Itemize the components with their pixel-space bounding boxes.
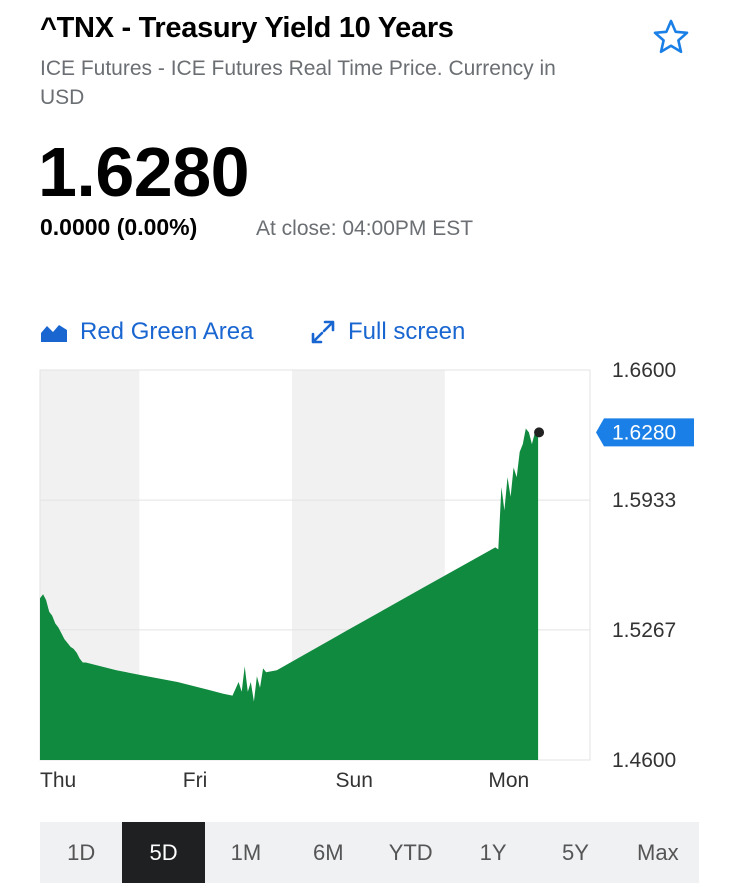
x-tick-label: Sun [336, 769, 373, 792]
subtitle: ICE Futures - ICE Futures Real Time Pric… [40, 57, 556, 109]
page-title: ^TNX - Treasury Yield 10 Years [40, 12, 454, 44]
chart-type-button[interactable]: Red Green Area [40, 318, 253, 346]
current-price: 1.6280 [38, 133, 250, 211]
area-chart-icon [41, 325, 67, 342]
range-button-5y[interactable]: 5Y [561, 839, 589, 865]
chart-type-label: Red Green Area [80, 318, 254, 345]
x-tick-label: Thu [40, 769, 76, 792]
x-tick-label: Fri [183, 769, 208, 792]
fullscreen-label: Full screen [348, 318, 466, 345]
y-tick-label: 1.4600 [612, 749, 676, 772]
range-button-5d[interactable]: 5D [122, 822, 205, 883]
close-time: At close: 04:00PM EST [256, 217, 474, 240]
y-tick-label: 1.5933 [612, 489, 676, 512]
price-area [40, 428, 539, 760]
current-value-tag [596, 418, 694, 447]
current-point-marker [534, 427, 545, 438]
x-tick-label: Mon [488, 769, 529, 792]
range-button-max[interactable]: Max [637, 839, 679, 865]
expand-arrows-icon [311, 320, 335, 344]
y-tick-label: 1.5267 [612, 619, 676, 642]
y-tick-label: 1.6600 [612, 360, 676, 382]
range-selector: 1D 5D 1M 6M YTD 1Y 5Y Max [40, 822, 699, 883]
range-button-1y[interactable]: 1Y [479, 839, 507, 865]
range-button-1m[interactable]: 1M [230, 839, 262, 865]
range-button-ytd[interactable]: YTD [388, 839, 433, 865]
price-chart[interactable]: 1.6600 1.5933 1.5267 1.4600 1.6280 Thu Fri Sun M… [0, 360, 739, 800]
star-icon[interactable] [652, 18, 690, 56]
current-value-label: 1.6280 [612, 421, 676, 444]
range-button-6m[interactable]: 6M [313, 839, 344, 865]
fullscreen-button[interactable]: Full screen [310, 318, 465, 346]
range-button-1d[interactable]: 1D [67, 839, 96, 865]
price-change: 0.0000 (0.00%) [40, 214, 198, 240]
